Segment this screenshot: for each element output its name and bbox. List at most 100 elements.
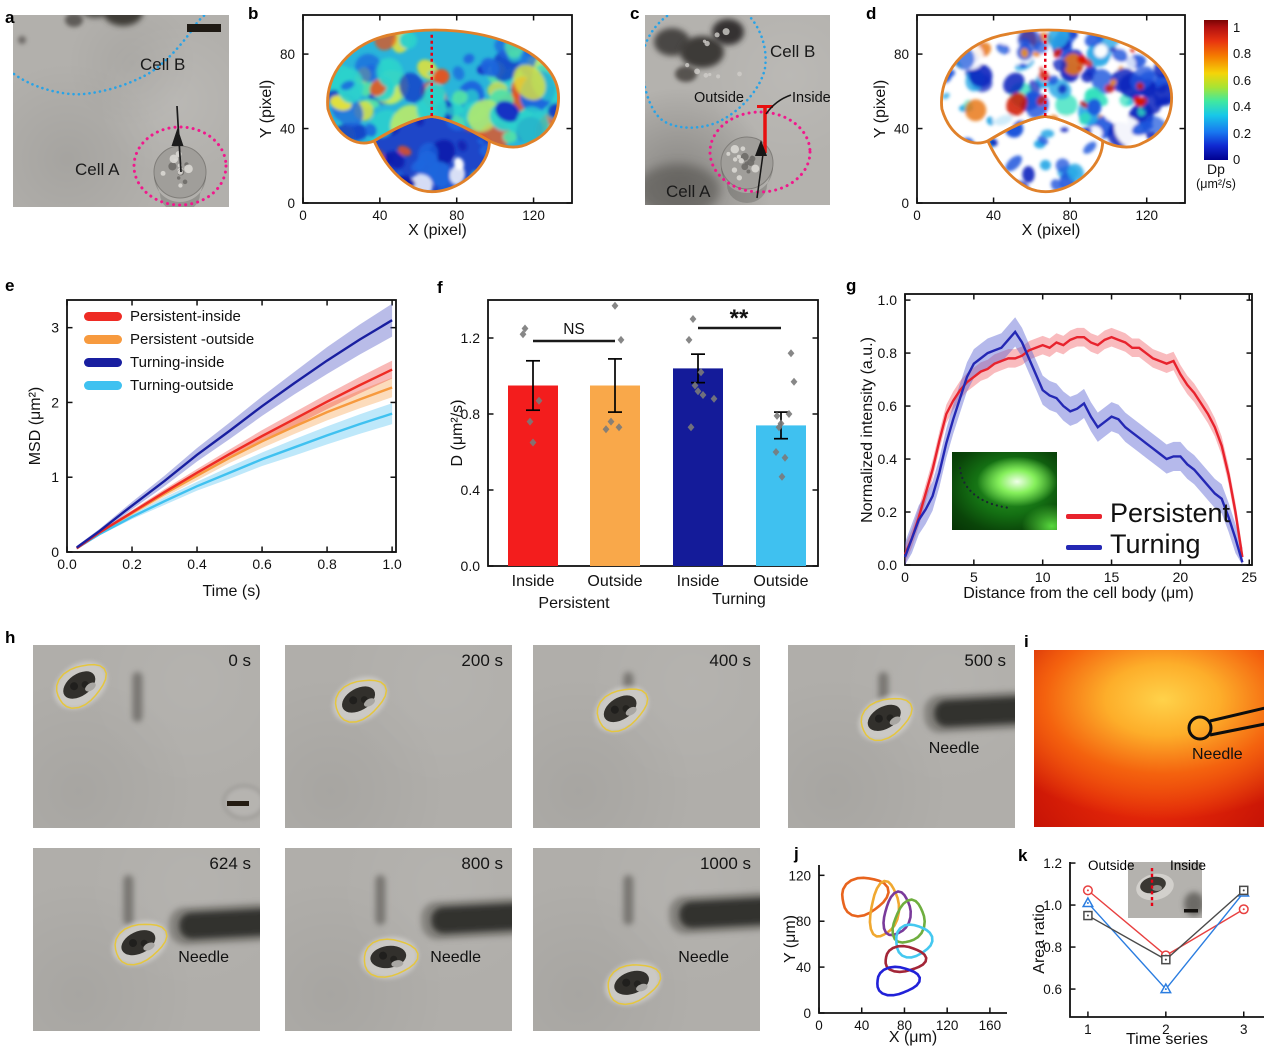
tick-label: 0 xyxy=(913,208,921,223)
panel-a-micrograph xyxy=(13,15,229,207)
bar xyxy=(508,385,558,566)
axis-e: 0.0 0.2 0.4 0.6 0.8 1.0 0 1 2 3 xyxy=(51,299,402,572)
needle-label-i: Needle xyxy=(1192,746,1243,763)
tick-label: 25 xyxy=(1241,569,1257,585)
legend-swatch xyxy=(84,335,122,344)
d-yaxis-title: Y (pixel) xyxy=(872,79,889,139)
panel-label-i: i xyxy=(1024,632,1029,651)
tick-label: 40 xyxy=(986,208,1001,223)
k-yaxis-title: Area ratio xyxy=(1031,904,1048,974)
msd-band xyxy=(76,360,393,550)
g-legend-turning-label: Turning xyxy=(1110,529,1201,559)
inset-dotted-path xyxy=(958,466,1012,510)
panel-label-a: a xyxy=(5,8,15,27)
msd-line xyxy=(76,412,393,550)
cell-icon xyxy=(111,920,168,966)
heatmap-upper-cell xyxy=(941,30,1172,148)
msd-band xyxy=(76,377,393,550)
marker-circle xyxy=(1082,885,1093,896)
g-yaxis-title: Normalized intensity (a.u.) xyxy=(859,337,876,523)
data-point xyxy=(602,425,610,434)
inside-label: Inside xyxy=(792,90,831,106)
colorbar-tick: 0 xyxy=(1233,152,1241,167)
cell-tracking-outline-icon xyxy=(596,688,649,733)
needle-icon xyxy=(421,897,512,940)
tick-label: 0.4 xyxy=(187,556,207,572)
timelapse-frame: 624 s Needle xyxy=(33,848,260,1031)
msd-line xyxy=(76,368,393,550)
timelapse-frame: 1000 s Needle xyxy=(533,848,760,1031)
f-yaxis-title: D (μm²/s) xyxy=(449,399,466,467)
significance-label: ** xyxy=(730,305,749,332)
data-point xyxy=(535,396,543,405)
data-point xyxy=(526,417,534,426)
data-point xyxy=(781,453,789,462)
cell-tracking-outline-icon xyxy=(363,938,419,978)
scale-bar xyxy=(1184,909,1198,913)
tick-label: 80 xyxy=(1063,208,1078,223)
data-point xyxy=(611,301,619,310)
legend-swatch xyxy=(84,358,122,367)
b-xaxis-title: X (pixel) xyxy=(408,222,467,239)
diffusivity-bar-chart: Inside Outside Inside Outside Persistent Turn… xyxy=(508,301,809,612)
data-point xyxy=(787,349,795,358)
panel-label-c: c xyxy=(630,4,640,23)
timelapse-frame: 500 s Needle xyxy=(788,645,1015,828)
frame-timestamp: 800 s xyxy=(461,854,503,873)
j-yaxis-title: Y (μm) xyxy=(782,914,799,964)
needle-icon xyxy=(169,903,260,946)
tick-label: 0.2 xyxy=(878,504,898,520)
cell-outline-icon xyxy=(894,923,934,959)
panel-label-d: d xyxy=(866,4,877,23)
tick-label: 2 xyxy=(51,394,59,410)
data-point xyxy=(778,472,786,481)
panel-label-h: h xyxy=(5,628,16,647)
tick-label: 120 xyxy=(522,208,545,223)
marker-circle xyxy=(1238,904,1249,915)
marker-triangle xyxy=(1237,885,1250,897)
outside-label: Outside xyxy=(694,90,744,106)
needle-label: Needle xyxy=(430,948,481,966)
frame-timestamp: 624 s xyxy=(209,854,251,873)
scale-bar xyxy=(227,801,249,806)
marker-square xyxy=(1083,910,1093,921)
b-yaxis-title: Y (pixel) xyxy=(258,79,275,139)
legend-swatch xyxy=(84,381,122,390)
j-xaxis-title: X (μm) xyxy=(888,1029,938,1046)
needle-label: Needle xyxy=(928,740,980,758)
tick-label: 0.0 xyxy=(878,557,898,573)
data-point xyxy=(615,423,623,432)
panel-label-j: j xyxy=(794,844,799,863)
tick-label: 80 xyxy=(449,208,464,223)
group-label: Persistent xyxy=(538,595,610,612)
cell-icon xyxy=(858,694,913,742)
d-xaxis-title: X (pixel) xyxy=(1021,222,1081,239)
bar-category-label: Outside xyxy=(753,573,808,590)
tick-label: 15 xyxy=(1104,569,1120,585)
cell-outline-icon xyxy=(884,944,928,974)
tick-label: 1 xyxy=(51,469,59,485)
tick-label: 0.2 xyxy=(122,556,142,572)
data-point xyxy=(607,417,615,426)
cell-b-label-a: Cell B xyxy=(140,55,186,74)
g-xaxis-title: Distance from the cell body (μm) xyxy=(963,585,1194,602)
colorbar-tick: 1 xyxy=(1233,20,1241,35)
data-point xyxy=(772,448,780,456)
group-label: Turning xyxy=(712,591,766,608)
frame-timestamp: 500 s xyxy=(964,651,1006,670)
g-legend-persistent-label: Persistent xyxy=(1110,498,1231,528)
data-point xyxy=(685,335,693,344)
marker-square xyxy=(1161,954,1171,965)
cell-outline-icon xyxy=(882,890,913,937)
panel-i-fluorescence-image: Needle xyxy=(1034,650,1264,827)
cell-tracking-outline-icon xyxy=(607,964,662,1006)
tick-label: 1.0 xyxy=(878,292,898,308)
frame-timestamp: 0 s xyxy=(228,651,251,670)
tick-label: 120 xyxy=(1135,208,1158,223)
timelapse-frame: 200 s xyxy=(285,645,512,828)
data-point xyxy=(689,315,697,323)
data-point xyxy=(529,438,537,447)
tick-label: 0 xyxy=(287,196,295,211)
tick-label: 0.8 xyxy=(878,345,898,361)
timelapse-frame: 400 s xyxy=(533,645,760,828)
